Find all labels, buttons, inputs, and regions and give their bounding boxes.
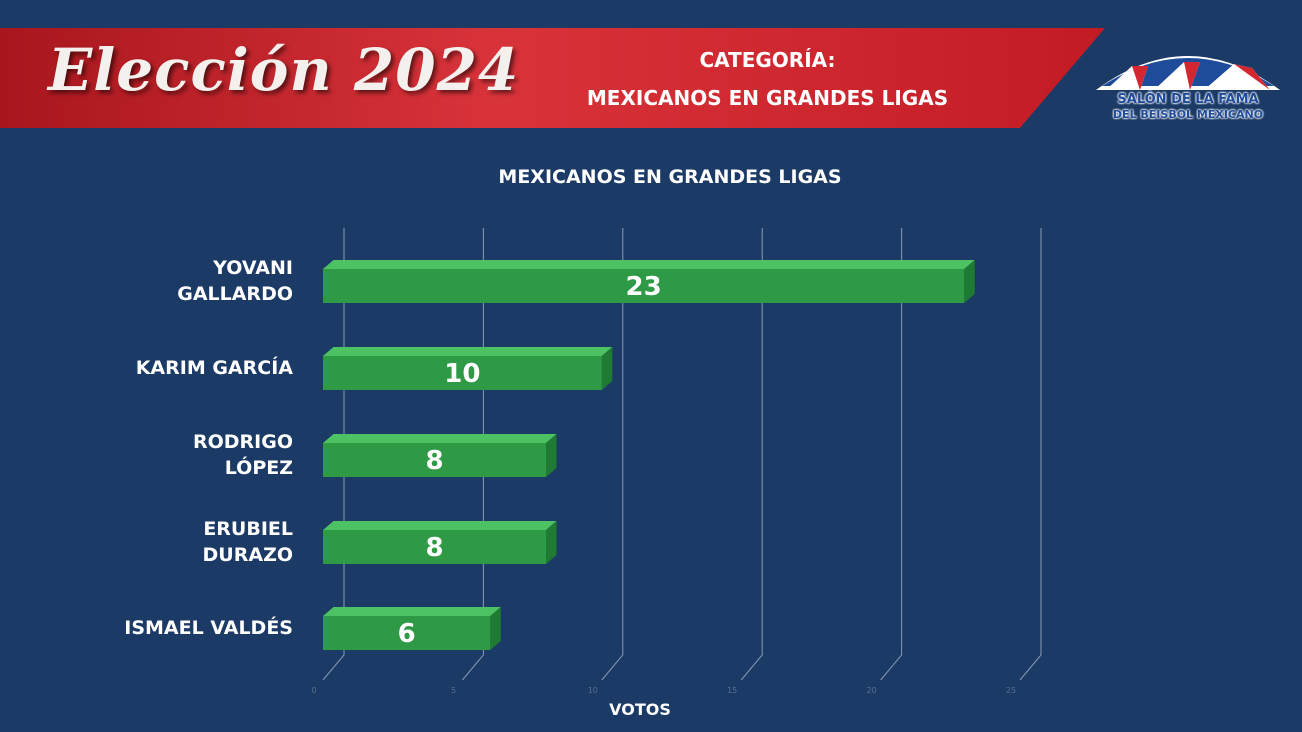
bar-side (546, 434, 557, 477)
bar (323, 443, 547, 477)
category-label-line: ERUBIEL (203, 518, 293, 540)
logo-line2: DEL BEISBOL MEXICANO (1112, 108, 1264, 121)
data-label: 8 (425, 446, 443, 476)
page-title: Elección 2024 (48, 36, 520, 104)
category-label-line: RODRIGO (192, 431, 293, 453)
category-label: CATEGORÍA: (699, 48, 836, 72)
category-label-line: YOVANI (213, 257, 293, 279)
bar-top (323, 434, 557, 443)
category-label-line: LÓPEZ (224, 457, 293, 479)
x-tick-label: 0 (311, 686, 317, 695)
x-axis-label: VOTOS (609, 700, 671, 719)
x-tick-label: 15 (727, 686, 738, 695)
bar-top (323, 260, 975, 269)
gridline (1019, 228, 1042, 681)
bar-side (964, 260, 975, 303)
bar-side (546, 521, 557, 564)
category-label: YOVANI GALLARDO (177, 255, 293, 307)
data-label: 23 (626, 272, 662, 302)
bar-top (323, 607, 501, 616)
bar-side (490, 607, 501, 650)
bar (323, 530, 547, 564)
gridline (740, 228, 763, 681)
data-label: 10 (444, 359, 480, 389)
header-banner (0, 28, 1105, 128)
bar (323, 616, 491, 650)
category-label-line: KARIM GARCÍA (135, 357, 293, 379)
chart-title: MEXICANOS EN GRANDES LIGAS (498, 166, 842, 188)
bar-top (323, 347, 613, 356)
bar-side (601, 347, 613, 390)
data-label: 6 (398, 619, 416, 649)
bar-top (323, 521, 557, 530)
category-label-line: ISMAEL VALDÉS (124, 617, 293, 639)
category-label-line: GALLARDO (177, 283, 293, 305)
x-tick-label: 10 (587, 686, 598, 695)
category-label: ERUBIEL DURAZO (203, 516, 293, 568)
x-tick-label: 5 (450, 686, 456, 695)
bar (323, 269, 965, 303)
data-label: 8 (425, 533, 443, 563)
x-tick-label: 25 (1005, 686, 1017, 695)
logo-line1: SALÓN DE LA FAMA (1117, 92, 1259, 107)
category-label: RODRIGO LÓPEZ (193, 429, 293, 481)
x-tick-label: 20 (866, 686, 877, 695)
category-label: KARIM GARCÍA (136, 355, 293, 381)
gridline (880, 228, 903, 681)
category-name: MEXICANOS EN GRANDES LIGAS (586, 86, 949, 110)
category-label: ISMAEL VALDÉS (124, 615, 293, 641)
bar (323, 356, 602, 390)
gridline (601, 228, 624, 681)
hall-of-fame-logo-icon (1096, 56, 1280, 90)
category-label-line: DURAZO (202, 544, 293, 566)
